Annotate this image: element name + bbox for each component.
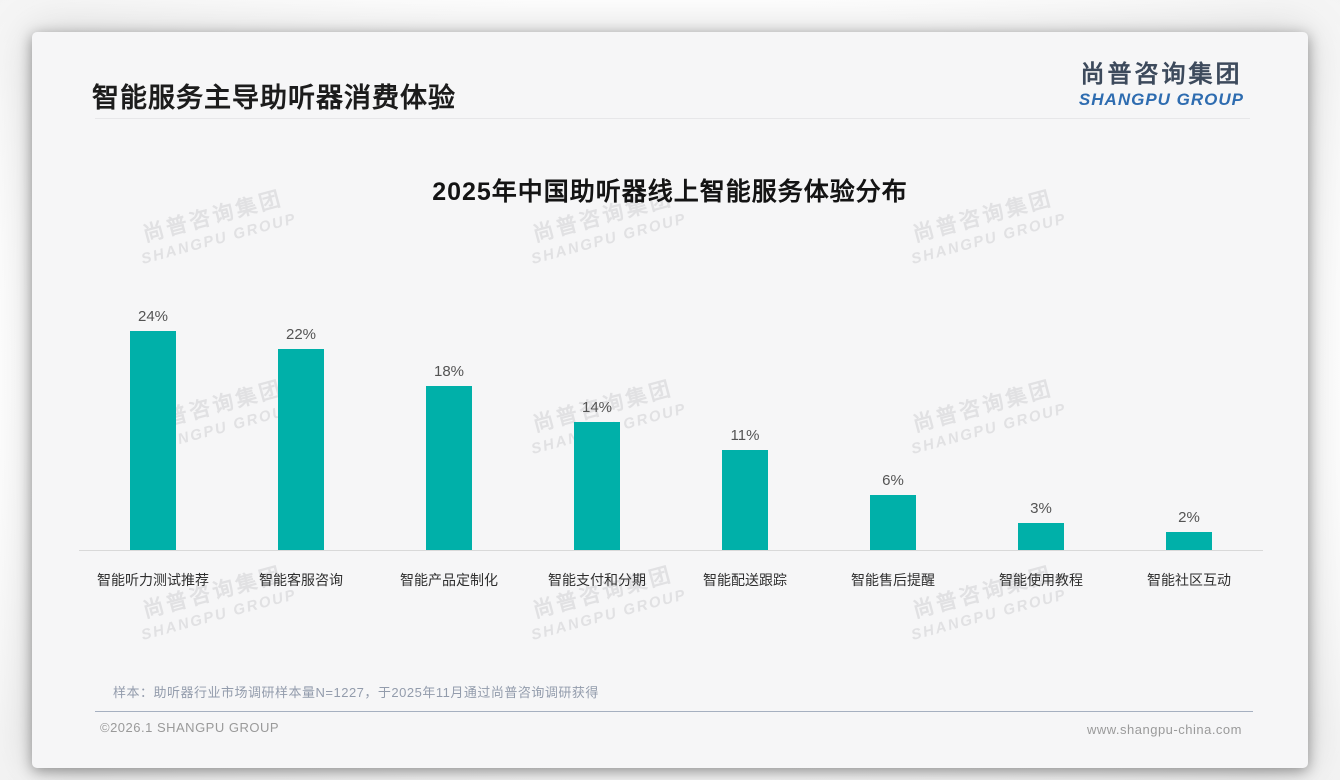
bar-slot: 6%: [819, 298, 967, 550]
bar-chart-plot: 24% 22% 18% 14% 11% 6% 3% 2%: [79, 298, 1263, 551]
slide-card: 尚普咨询集团 SHANGPU GROUP 尚普咨询集团 SHANGPU GROUP 尚普…: [32, 32, 1308, 768]
category-label: 智能使用教程: [999, 572, 1083, 588]
footer-url: www.shangpu-china.com: [1086, 722, 1242, 737]
bar: [1166, 532, 1212, 550]
bar: [870, 495, 916, 550]
category-label: 智能售后提醒: [851, 572, 935, 588]
bar-slot: 18%: [375, 298, 523, 550]
page-title: 智能服务主导助听器消费体验: [92, 83, 456, 113]
bar-slot: 14%: [523, 298, 671, 550]
category-label: 智能产品定制化: [400, 572, 498, 588]
chart-title: 2025年中国助听器线上智能服务体验分布: [432, 178, 908, 206]
category-label: 智能社区互动: [1147, 572, 1231, 588]
bar-value-label: 24%: [137, 308, 169, 325]
sample-note: 样本：助听器行业市场调研样本量N=1227，于2025年11月通过尚普咨询调研获…: [113, 685, 599, 700]
bar-value-label: 14%: [581, 399, 613, 416]
bar: [574, 422, 620, 550]
footer-copyright: ©2026.1 SHANGPU GROUP: [100, 720, 280, 735]
bar-value-label: 22%: [285, 326, 317, 343]
logo-text-cn: 尚普咨询集团: [1080, 61, 1243, 88]
bar-value-label: 11%: [730, 427, 760, 444]
category-label: 智能支付和分期: [548, 572, 646, 588]
bar: [130, 331, 176, 550]
bar-slot: 22%: [227, 298, 375, 550]
category-label: 智能配送跟踪: [703, 572, 787, 588]
logo-text-en: SHANGPU GROUP: [1078, 90, 1244, 109]
bar-value-label: 6%: [882, 472, 904, 489]
bar-slot: 24%: [79, 298, 227, 550]
category-label: 智能客服咨询: [259, 572, 343, 588]
category-label: 智能听力测试推荐: [97, 572, 209, 588]
bar-value-label: 18%: [433, 363, 465, 380]
bar-slot: 11%: [671, 298, 819, 550]
bar-value-label: 2%: [1178, 509, 1200, 526]
bar-slot: 2%: [1115, 298, 1263, 550]
bar: [278, 349, 324, 550]
shangpu-logo: 尚普咨询集团 SHANGPU GROUP: [1079, 54, 1244, 110]
bar-slot: 3%: [967, 298, 1115, 550]
bar: [1018, 523, 1064, 550]
category-axis: 智能听力测试推荐 智能客服咨询 智能产品定制化 智能支付和分期 智能配送跟踪 智能售后提醒…: [79, 570, 1263, 590]
bar: [722, 450, 768, 550]
bar: [426, 386, 472, 550]
header-divider: [95, 118, 1250, 119]
bar-value-label: 3%: [1030, 500, 1052, 517]
slide-content: 智能服务主导助听器消费体验 尚普咨询集团 SHANGPU GROUP 2025年…: [32, 32, 1308, 768]
footer-divider: [95, 711, 1253, 712]
